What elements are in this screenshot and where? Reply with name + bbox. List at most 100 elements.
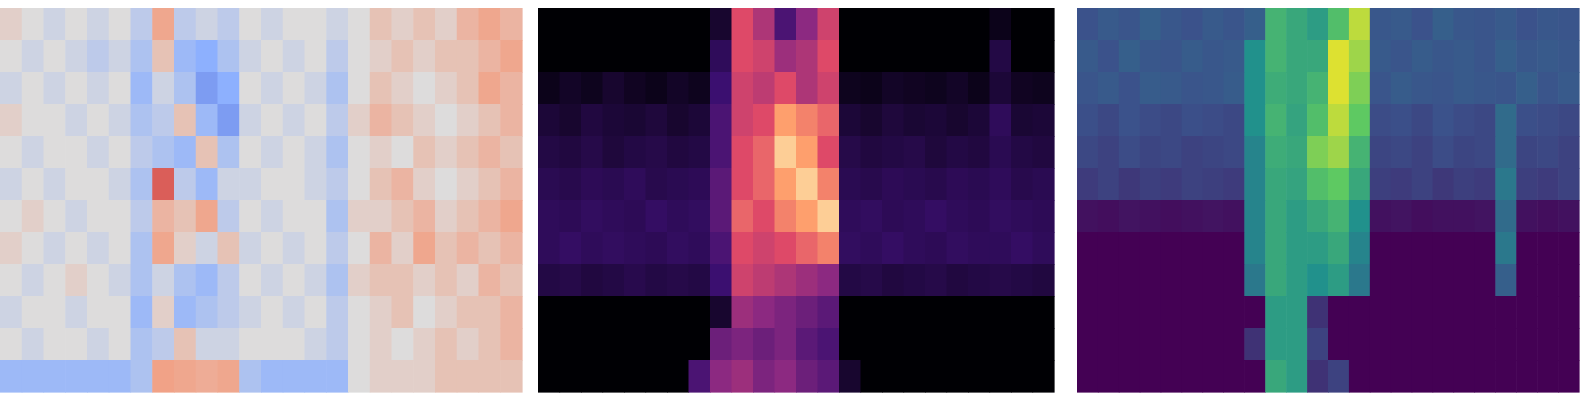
heatmap-cell [689, 232, 711, 265]
heatmap-cell [435, 8, 457, 41]
heatmap-cell [1433, 104, 1455, 137]
heatmap-cell [1140, 8, 1162, 41]
heatmap-cell [218, 40, 240, 73]
heatmap-cell [370, 136, 392, 169]
heatmap-cell [44, 296, 66, 329]
heatmap-cell [239, 104, 261, 137]
heatmap-cell [1203, 8, 1225, 41]
heatmap-cell [1495, 72, 1517, 105]
heatmap-cell [1265, 200, 1287, 233]
heatmap-cell [560, 200, 582, 233]
heatmap-cell [990, 232, 1012, 265]
heatmap-cell [689, 104, 711, 137]
heatmap-cell [818, 168, 840, 201]
heatmap-cell [1182, 168, 1204, 201]
heatmap-cell [283, 296, 305, 329]
heatmap-cell [500, 296, 522, 329]
heatmap-cell [968, 168, 990, 201]
heatmap-cell [839, 136, 861, 169]
heatmap-cell [818, 40, 840, 73]
heatmap-cell [348, 40, 370, 73]
heatmap-cell [1495, 296, 1517, 329]
heatmap-cell [839, 264, 861, 297]
heatmap-cell [1391, 264, 1413, 297]
heatmap-cell [1182, 232, 1204, 265]
heatmap-cell [818, 360, 840, 393]
heatmap-cell [753, 40, 775, 73]
heatmap-cell [109, 200, 131, 233]
heatmap-cell [152, 8, 174, 41]
heatmap-cell [990, 328, 1012, 361]
heatmap-cell [1349, 200, 1371, 233]
heatmap-cell [646, 232, 668, 265]
heatmap-cell [326, 360, 348, 393]
heatmap-cell [581, 136, 603, 169]
heatmap-cell [479, 72, 501, 105]
heatmap-cell [1286, 136, 1308, 169]
heatmap-cell [479, 168, 501, 201]
heatmap-cell [1537, 8, 1559, 41]
heatmap-cell [348, 264, 370, 297]
heatmap-cell [1011, 200, 1033, 233]
heatmap-cell [1265, 264, 1287, 297]
heatmap-cell [500, 360, 522, 393]
heatmap-cell [392, 168, 414, 201]
heatmap-cell [710, 168, 732, 201]
heatmap-cell [1516, 264, 1538, 297]
heatmap-cell [1370, 168, 1392, 201]
heatmap-cell [348, 168, 370, 201]
heatmap-cell [904, 8, 926, 41]
heatmap-cell [1244, 200, 1266, 233]
heatmap-cell [646, 136, 668, 169]
heatmap-cell [239, 8, 261, 41]
heatmap-cell [392, 104, 414, 137]
heatmap-cell [839, 72, 861, 105]
heatmap-cell [1182, 200, 1204, 233]
heatmap-cell [839, 360, 861, 393]
heatmap-cell [131, 40, 153, 73]
heatmap-cell [87, 328, 109, 361]
heatmap-cell [1537, 136, 1559, 169]
heatmap-cell [732, 136, 754, 169]
heatmap-cell [861, 296, 883, 329]
heatmap-cell [1349, 40, 1371, 73]
heatmap-cell [174, 8, 196, 41]
heatmap-cell [882, 296, 904, 329]
heatmap-cell [435, 136, 457, 169]
heatmap-cell [1412, 168, 1434, 201]
heatmap-cell [1203, 40, 1225, 73]
heatmap-cell [1495, 232, 1517, 265]
heatmap-cell [1370, 360, 1392, 393]
heatmap-cell [861, 168, 883, 201]
heatmap-cell [1516, 72, 1538, 105]
heatmap-cell [689, 40, 711, 73]
heatmap-cell [624, 136, 646, 169]
heatmap-cell [968, 328, 990, 361]
heatmap-cell [479, 40, 501, 73]
heatmap-cell [1077, 40, 1099, 73]
heatmap-cell [1328, 136, 1350, 169]
heatmap-cell [667, 264, 689, 297]
heatmap-cell [392, 40, 414, 73]
heatmap-cell [1537, 200, 1559, 233]
heatmap-cell [457, 264, 479, 297]
heatmap-cell [1011, 136, 1033, 169]
heatmap-cell [710, 328, 732, 361]
heatmap-cell [370, 168, 392, 201]
heatmap-cell [775, 72, 797, 105]
heatmap-cell [689, 264, 711, 297]
heatmap-cell [968, 264, 990, 297]
heatmap-cell [1558, 360, 1580, 393]
heatmap-cell [283, 200, 305, 233]
heatmap-cell [392, 232, 414, 265]
heatmap-cell [689, 328, 711, 361]
heatmap-cell [904, 200, 926, 233]
heatmap-cell [1537, 232, 1559, 265]
heatmap-cell [1033, 136, 1055, 169]
heatmap-cell [87, 264, 109, 297]
heatmap-cell [1161, 264, 1183, 297]
heatmap-cell [305, 264, 327, 297]
heatmap-cell [370, 8, 392, 41]
heatmap-cell [435, 168, 457, 201]
heatmap-cell [1244, 72, 1266, 105]
